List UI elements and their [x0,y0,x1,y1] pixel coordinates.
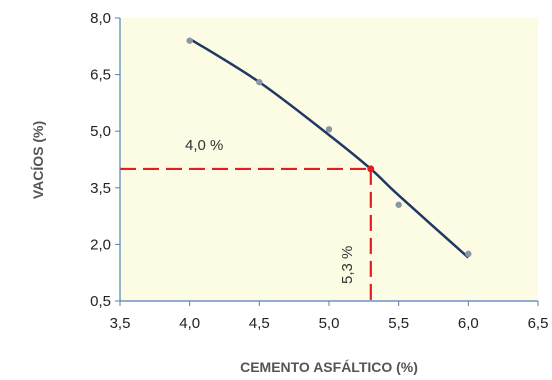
y-tick-label: 3,5 [90,180,111,197]
y-tick-label: 0,5 [90,293,111,310]
data-points [186,37,472,258]
y-tick-label: 2,0 [90,236,111,253]
y-value-label: 4,0 % [185,137,223,154]
data-point [256,78,263,86]
x-axis-ticks: 3,5 4,0 4,5 5,0 5,5 6,0 6,5 [110,301,549,332]
x-axis-title: CEMENTO ASFÁLTICO (%) [240,359,418,375]
x-value-label: 5,3 % [339,246,356,284]
data-point [395,201,402,208]
data-point [465,250,472,258]
x-tick-label: 4,5 [249,315,270,332]
reference-point [367,165,375,173]
x-tick-label: 6,0 [458,315,479,332]
y-tick-label: 6,5 [90,67,111,84]
plot-area [120,18,538,301]
x-tick-label: 6,5 [528,315,549,332]
y-tick-label: 8,0 [90,10,111,27]
y-tick-label: 5,0 [90,123,111,140]
data-point [186,37,193,44]
x-tick-label: 4,0 [179,315,200,332]
y-axis-title: VACÍOS (%) [30,121,46,199]
x-tick-label: 3,5 [110,315,131,332]
x-tick-label: 5,5 [388,315,409,332]
reference-lines [120,167,372,301]
x-tick-label: 5,0 [319,315,340,332]
trend-curve [189,37,470,259]
y-axis-ticks: 0,5 2,0 3,5 5,0 6,5 8,0 [90,10,120,310]
data-point [325,126,333,133]
